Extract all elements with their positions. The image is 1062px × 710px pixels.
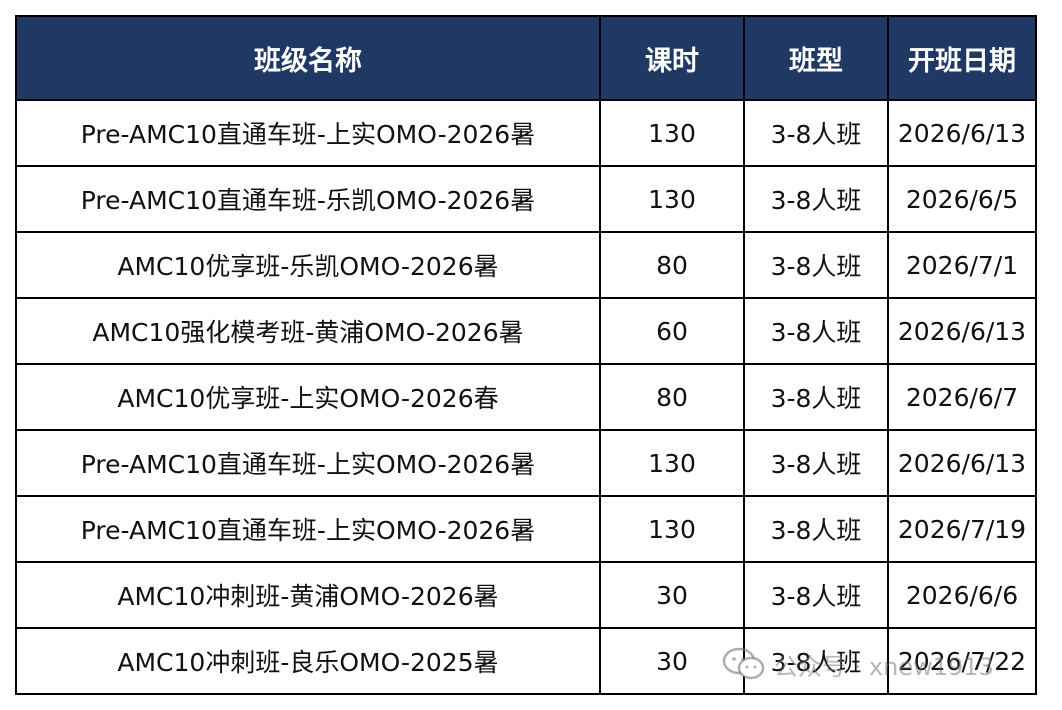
cell-class-type: 3-8人班 (743, 99, 889, 167)
cell-class-type: 3-8人班 (743, 363, 889, 431)
cell-class-type: 3-8人班 (743, 165, 889, 233)
cell-hours: 130 (599, 165, 745, 233)
cell-class-name: AMC10冲刺班-良乐OMO-2025暑 (15, 627, 601, 695)
cell-class-name: AMC10强化模考班-黄浦OMO-2026暑 (15, 297, 601, 365)
table-row: AMC10强化模考班-黄浦OMO-2026暑 60 3-8人班 2026/6/1… (15, 297, 1037, 365)
cell-class-name: Pre-AMC10直通车班-上实OMO-2026暑 (15, 99, 601, 167)
cell-class-name: Pre-AMC10直通车班-乐凯OMO-2026暑 (15, 165, 601, 233)
class-schedule-table: 班级名称 课时 班型 开班日期 Pre-AMC10直通车班-上实OMO-2026… (15, 15, 1037, 695)
header-class-name: 班级名称 (15, 15, 601, 101)
cell-start-date: 2026/7/19 (887, 495, 1037, 563)
table-row: AMC10冲刺班-黄浦OMO-2026暑 30 3-8人班 2026/6/6 (15, 561, 1037, 629)
cell-class-type: 3-8人班 (743, 627, 889, 695)
cell-class-name: AMC10冲刺班-黄浦OMO-2026暑 (15, 561, 601, 629)
cell-class-type: 3-8人班 (743, 561, 889, 629)
cell-start-date: 2026/6/13 (887, 297, 1037, 365)
cell-start-date: 2026/6/5 (887, 165, 1037, 233)
cell-start-date: 2026/6/13 (887, 429, 1037, 497)
cell-hours: 130 (599, 429, 745, 497)
table-header-row: 班级名称 课时 班型 开班日期 (15, 15, 1037, 101)
cell-class-type: 3-8人班 (743, 231, 889, 299)
cell-hours: 130 (599, 99, 745, 167)
cell-class-name: Pre-AMC10直通车班-上实OMO-2026暑 (15, 495, 601, 563)
table-row: Pre-AMC10直通车班-上实OMO-2026暑 130 3-8人班 2026… (15, 429, 1037, 497)
cell-class-type: 3-8人班 (743, 429, 889, 497)
cell-hours: 80 (599, 231, 745, 299)
table-row: Pre-AMC10直通车班-上实OMO-2026暑 130 3-8人班 2026… (15, 99, 1037, 167)
cell-start-date: 2026/6/13 (887, 99, 1037, 167)
table-row: AMC10优享班-上实OMO-2026春 80 3-8人班 2026/6/7 (15, 363, 1037, 431)
cell-hours: 80 (599, 363, 745, 431)
cell-hours: 30 (599, 561, 745, 629)
header-class-type: 班型 (743, 15, 889, 101)
header-start-date: 开班日期 (887, 15, 1037, 101)
table-row: Pre-AMC10直通车班-乐凯OMO-2026暑 130 3-8人班 2026… (15, 165, 1037, 233)
cell-class-type: 3-8人班 (743, 495, 889, 563)
table-row: AMC10优享班-乐凯OMO-2026暑 80 3-8人班 2026/7/1 (15, 231, 1037, 299)
cell-start-date: 2026/6/7 (887, 363, 1037, 431)
cell-hours: 30 (599, 627, 745, 695)
cell-hours: 130 (599, 495, 745, 563)
cell-hours: 60 (599, 297, 745, 365)
cell-class-name: Pre-AMC10直通车班-上实OMO-2026暑 (15, 429, 601, 497)
header-hours: 课时 (599, 15, 745, 101)
cell-class-name: AMC10优享班-乐凯OMO-2026暑 (15, 231, 601, 299)
cell-class-name: AMC10优享班-上实OMO-2026春 (15, 363, 601, 431)
cell-start-date: 2026/7/22 (887, 627, 1037, 695)
cell-class-type: 3-8人班 (743, 297, 889, 365)
table-row: Pre-AMC10直通车班-上实OMO-2026暑 130 3-8人班 2026… (15, 495, 1037, 563)
cell-start-date: 2026/6/6 (887, 561, 1037, 629)
table-row: AMC10冲刺班-良乐OMO-2025暑 30 3-8人班 2026/7/22 (15, 627, 1037, 695)
cell-start-date: 2026/7/1 (887, 231, 1037, 299)
